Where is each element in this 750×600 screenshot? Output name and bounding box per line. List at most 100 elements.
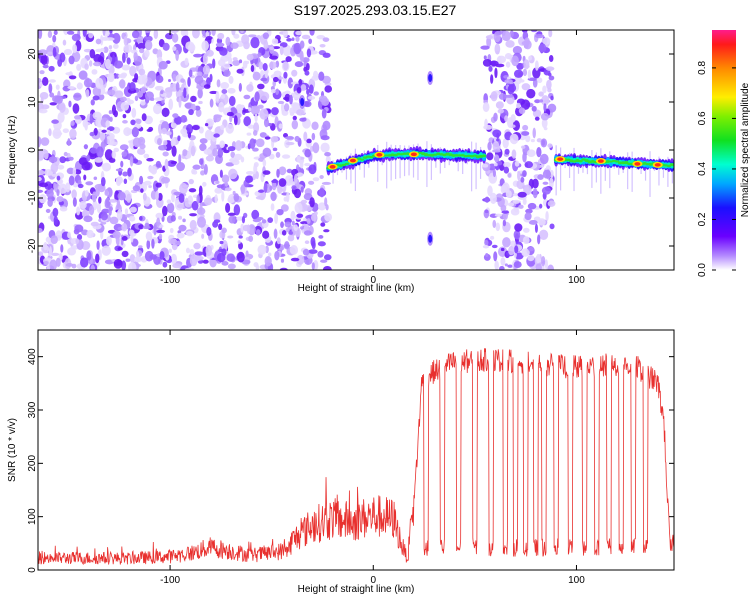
noise-blob [290,257,300,262]
noise-blob [144,30,151,33]
noise-blob [279,267,288,270]
noise-blob [534,34,545,39]
noise-blob [147,175,154,180]
noise-blob [248,107,252,112]
noise-blob [161,107,170,118]
noise-blob [214,187,223,194]
noise-blob [165,32,174,40]
noise-blob [527,69,531,79]
noise-blob [203,197,213,206]
noise-blob [534,99,541,104]
noise-blob [488,65,493,72]
noise-blob [538,218,546,226]
noise-blob [78,70,88,80]
noise-blob [246,53,254,61]
noise-blob [320,259,328,263]
noise-blob [236,251,245,263]
signal-peak-core [654,163,661,167]
noise-blob [263,118,269,128]
noise-blob [145,231,153,241]
noise-blob [304,149,312,158]
noise-blob [138,245,143,249]
noise-blob [84,63,89,70]
noise-blob [514,245,519,254]
noise-blob [79,200,87,210]
noise-blob [38,136,41,148]
noise-blob [71,33,81,42]
noise-blob [542,181,549,185]
noise-blob [78,157,89,166]
noise-blob [48,156,58,163]
noise-blob [68,55,75,65]
noise-blob [289,245,299,255]
noise-blob [112,32,121,44]
noise-blob [119,144,129,151]
noise-blob [82,30,87,38]
x-tick-label: -100 [160,275,180,286]
noise-blob [191,200,199,211]
noise-blob [60,244,64,253]
noise-blob [174,115,182,125]
noise-blob [162,151,169,157]
colorbar-gradient [712,30,736,270]
noise-blob [180,128,188,135]
noise-blob [524,161,534,169]
noise-blob [322,75,331,84]
noise-blob [272,147,278,152]
noise-blob [62,128,69,134]
noise-blob [306,138,312,144]
noise-blob [116,199,121,209]
noise-blob [192,164,201,170]
noise-blob [113,110,118,118]
noise-blob [278,166,287,176]
noise-blob [209,90,218,95]
noise-blob [73,92,82,101]
noise-blob [176,203,185,209]
noise-blob [539,203,543,209]
noise-blob [219,240,224,245]
noise-blob [486,152,494,161]
noise-blob [535,263,542,270]
noise-blob [308,38,313,45]
noise-blob [148,165,158,174]
noise-blob [303,205,313,212]
noise-blob [92,95,100,101]
snr-x-label: Height of straight line (km) [298,584,415,595]
noise-blob [545,211,549,222]
noise-blob [156,217,161,227]
noise-blob [541,95,550,106]
noise-blob [68,100,72,108]
noise-blob [166,199,172,204]
noise-blob [541,256,546,267]
noise-blob [83,48,92,53]
noise-blob [38,189,44,194]
noise-blob [493,251,498,262]
noise-blob [180,30,187,37]
noise-blob [162,42,170,51]
noise-blob [140,86,147,94]
noise-blob [171,33,179,43]
noise-blob [154,97,163,102]
snr-frame [37,329,675,571]
noise-blob [52,128,62,140]
signal-band-cell [614,160,620,163]
spectrogram-y-ticks: 20 10 0 -10 -20 [27,48,674,253]
noise-blob [143,35,153,43]
noise-blob [294,135,300,142]
noise-blob [522,68,528,77]
noise-blob [129,155,134,167]
noise-blob [131,30,140,39]
noise-blob [548,75,555,81]
noise-blob [233,153,243,161]
noise-blob [252,71,261,81]
noise-blob [122,171,129,177]
noise-blob [153,103,162,115]
noise-blob [531,105,537,112]
noise-blob [504,148,510,155]
noise-blob [76,206,81,216]
noise-blob [300,186,304,193]
noise-blob [492,140,500,152]
noise-blob [136,148,146,155]
noise-blob [293,42,302,55]
noise-blob [233,193,240,202]
